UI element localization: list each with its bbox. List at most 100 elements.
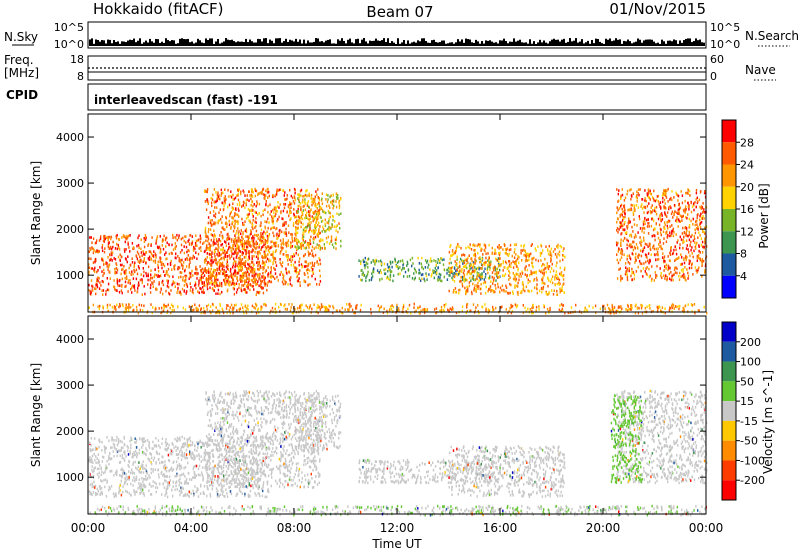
nsky-bar	[679, 40, 681, 46]
power-cell	[255, 211, 257, 214]
power-cell	[333, 204, 335, 208]
power-cell	[427, 263, 430, 267]
power-cell	[638, 306, 640, 310]
power-cell	[470, 263, 472, 266]
nsky-bar	[545, 42, 547, 46]
power-cell	[320, 207, 323, 210]
nsky-bar	[421, 38, 423, 46]
power-cell	[621, 224, 623, 227]
power-cell	[389, 273, 392, 277]
power-cell	[246, 198, 249, 201]
power-cell	[207, 237, 210, 241]
power-cell	[243, 271, 245, 275]
power-cell	[297, 247, 299, 250]
power-cell	[257, 260, 259, 264]
power-cell	[696, 196, 698, 200]
power-cell	[142, 260, 144, 263]
power-cell	[322, 228, 325, 231]
power-cell	[471, 292, 473, 296]
power-cell	[244, 229, 247, 233]
power-cell	[254, 189, 257, 192]
power-cell	[253, 254, 255, 258]
power-cell	[273, 234, 275, 238]
power-cell	[196, 257, 198, 260]
power-cell	[236, 254, 238, 257]
nsky-bar	[217, 38, 219, 46]
power-cell	[675, 219, 677, 222]
power-cell	[660, 244, 662, 248]
power-cell	[231, 208, 234, 211]
power-cell	[236, 272, 239, 275]
power-cell	[409, 258, 412, 262]
power-cell	[522, 311, 525, 314]
power-cell	[185, 276, 187, 279]
power-cell	[371, 276, 373, 280]
power-cell	[217, 261, 219, 264]
power-cell	[246, 235, 249, 239]
power-cell	[618, 228, 620, 231]
power-cell	[90, 236, 92, 239]
power-cell	[465, 292, 467, 296]
power-cell	[254, 194, 257, 198]
power-cell	[292, 263, 295, 267]
power-cell	[295, 269, 297, 273]
power-cell	[260, 248, 262, 251]
power-cell	[681, 215, 683, 218]
power-cell	[478, 274, 480, 277]
power-cell	[665, 274, 667, 277]
power-cell	[219, 264, 221, 267]
power-cell	[387, 269, 389, 273]
power-cell	[241, 284, 243, 287]
power-cell	[466, 278, 468, 282]
power-cell	[291, 258, 294, 262]
power-cell	[491, 289, 494, 292]
power-cell	[515, 279, 517, 283]
power-cell	[472, 261, 475, 264]
power-cell	[492, 278, 495, 282]
power-cell	[461, 282, 463, 286]
power-cell	[218, 219, 220, 222]
power-cell	[347, 308, 349, 311]
power-cell	[168, 275, 171, 278]
power-cell	[548, 265, 551, 268]
power-cell	[140, 260, 142, 263]
power-cell	[259, 192, 261, 195]
nsky-bar	[143, 42, 145, 46]
power-cell	[371, 272, 373, 275]
power-cell	[210, 267, 212, 271]
power-cell	[158, 307, 160, 310]
power-cell	[592, 306, 594, 309]
power-cell	[253, 268, 256, 271]
power-cell	[259, 285, 262, 289]
nsky-bar	[667, 40, 669, 46]
nsky-bar	[575, 38, 577, 46]
power-cell	[671, 224, 673, 227]
power-cell	[659, 205, 661, 208]
power-cell	[216, 253, 218, 256]
power-cell	[202, 291, 204, 294]
power-cell	[504, 244, 506, 247]
power-cell	[268, 221, 270, 224]
power-cell	[467, 256, 469, 260]
power-cell	[230, 226, 232, 229]
nsky-bar	[289, 39, 291, 46]
power-cell	[671, 229, 674, 233]
power-cell	[674, 271, 677, 274]
power-cell	[452, 290, 454, 294]
power-cell	[248, 241, 250, 244]
nsky-bar	[673, 39, 675, 46]
power-cell	[319, 262, 322, 266]
power-cell	[626, 269, 628, 272]
nsky-bar	[653, 41, 655, 46]
power-cell	[452, 252, 455, 256]
power-cell	[552, 250, 555, 253]
power-cell	[455, 311, 458, 315]
power-cell	[201, 290, 203, 294]
power-cell	[308, 194, 311, 198]
power-cell	[702, 210, 705, 213]
power-cell	[487, 289, 489, 293]
power-cell	[242, 189, 244, 193]
power-cell	[275, 193, 277, 197]
power-cell	[216, 274, 218, 277]
power-cell	[326, 240, 328, 244]
